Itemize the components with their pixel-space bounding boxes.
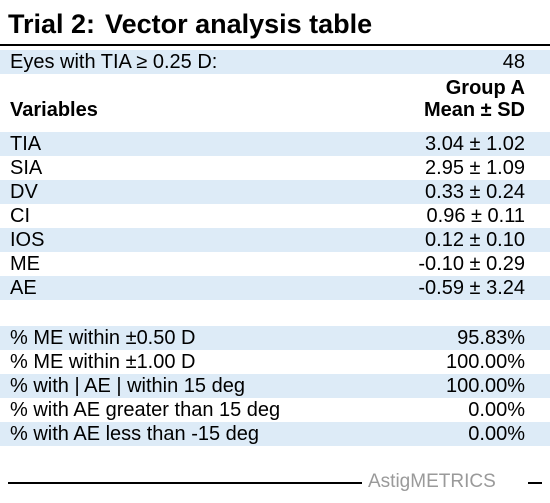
variable-value: 0.33 ± 0.24 xyxy=(425,181,525,203)
percentage-row: % with AE greater than 15 deg 0.00% xyxy=(0,398,550,422)
brand-logo-text: AstigMETRICS xyxy=(368,471,496,492)
percentage-label: % with AE greater than 15 deg xyxy=(10,399,281,421)
variable-label: IOS xyxy=(10,229,45,251)
table-row: SIA 2.95 ± 1.09 xyxy=(0,156,550,180)
table-row: ME -0.10 ± 0.29 xyxy=(0,252,550,276)
variable-label: SIA xyxy=(10,157,43,179)
percentage-label: % ME within ±0.50 D xyxy=(10,327,196,349)
variable-label: CI xyxy=(10,205,30,227)
variable-label: TIA xyxy=(10,133,42,155)
percentage-row: % with AE less than -15 deg 0.00% xyxy=(0,422,550,446)
variable-value: 2.95 ± 1.09 xyxy=(425,157,525,179)
percentage-row: % with | AE | within 15 deg 100.00% xyxy=(0,374,550,398)
variable-value: 0.96 ± 0.11 xyxy=(426,205,525,227)
table-row: AE -0.59 ± 3.24 xyxy=(0,276,550,300)
eyes-count-label: Eyes with TIA ≥ 0.25 D: xyxy=(10,51,218,73)
page-title: Trial 2: Vector analysis table xyxy=(8,4,372,44)
title-text: Vector analysis table xyxy=(105,9,373,39)
variable-value: 3.04 ± 1.02 xyxy=(425,133,525,155)
variable-label: AE xyxy=(10,277,37,299)
percentage-value: 0.00% xyxy=(468,399,525,421)
table-row: IOS 0.12 ± 0.10 xyxy=(0,228,550,252)
variables-header: Variables xyxy=(10,99,98,121)
group-header: Group A xyxy=(445,77,525,99)
percentage-value: 100.00% xyxy=(446,375,525,397)
table-row: DV 0.33 ± 0.24 xyxy=(0,180,550,204)
table-row: CI 0.96 ± 0.11 xyxy=(0,204,550,228)
percentage-label: % ME within ±1.00 D xyxy=(10,351,196,373)
percentage-row: % ME within ±1.00 D 100.00% xyxy=(0,350,550,374)
variable-label: ME xyxy=(10,253,40,275)
variable-value: 0.12 ± 0.10 xyxy=(425,229,525,251)
percentage-value: 95.83% xyxy=(457,327,525,349)
eyes-count-value: 48 xyxy=(502,51,525,73)
footer-divider-left xyxy=(8,482,362,484)
variable-label: DV xyxy=(10,181,38,203)
table-row: TIA 3.04 ± 1.02 xyxy=(0,132,550,156)
percentage-label: % with AE less than -15 deg xyxy=(10,423,260,445)
title-divider xyxy=(0,44,550,46)
trial-number: Trial 2: xyxy=(8,9,96,39)
mean-sd-header: Mean ± SD xyxy=(424,99,525,121)
eyes-count-row: Eyes with TIA ≥ 0.25 D: 48 xyxy=(0,50,550,74)
percentage-value: 100.00% xyxy=(446,351,525,373)
variable-value: -0.59 ± 3.24 xyxy=(418,277,525,299)
percentage-row: % ME within ±0.50 D 95.83% xyxy=(0,326,550,350)
variable-value: -0.10 ± 0.29 xyxy=(418,253,525,275)
percentage-value: 0.00% xyxy=(468,423,525,445)
footer-divider-right xyxy=(528,482,542,484)
percentage-label: % with | AE | within 15 deg xyxy=(10,375,245,397)
